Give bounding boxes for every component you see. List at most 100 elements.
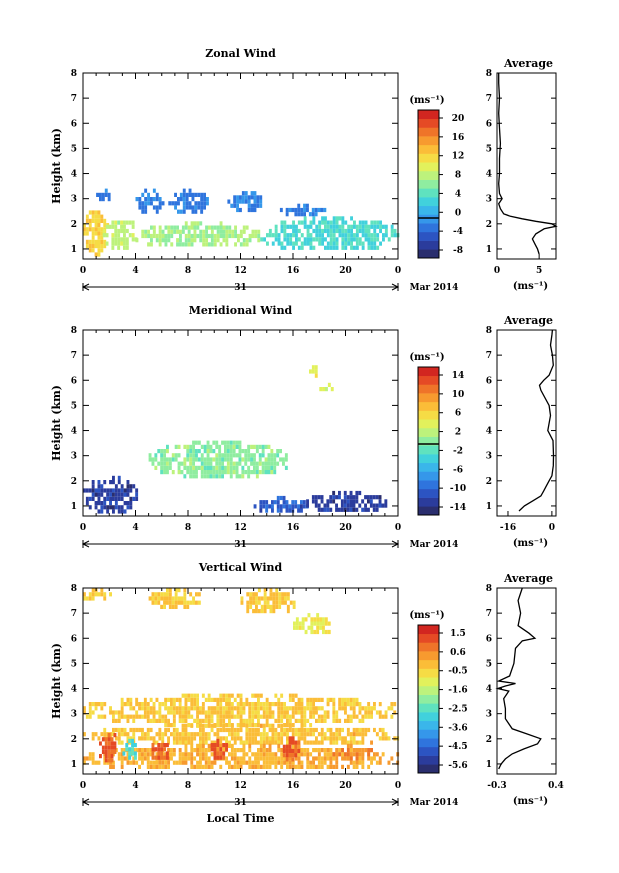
heat-cell: [91, 752, 95, 757]
heat-cell: [88, 596, 92, 601]
heat-cell: [195, 470, 198, 475]
heat-cell: [329, 233, 333, 238]
heat-cell: [343, 499, 347, 504]
heat-cell: [106, 496, 110, 501]
heat-cell: [196, 702, 199, 707]
heat-cell: [246, 609, 250, 614]
heat-cell: [196, 723, 199, 728]
heat-cell: [83, 756, 86, 761]
heat-cell: [364, 714, 368, 719]
heat-cell: [280, 748, 284, 753]
heat-cell: [367, 764, 371, 769]
heat-cell: [106, 488, 110, 493]
heat-cell: [166, 465, 169, 470]
heat-cell: [372, 507, 376, 512]
heat-cell: [261, 461, 265, 466]
heat-cell: [309, 237, 313, 242]
heat-cell: [120, 760, 124, 765]
heat-cell: [167, 229, 171, 234]
heat-cell: [253, 191, 257, 196]
heat-cell: [321, 233, 324, 238]
heat-cell: [155, 238, 159, 243]
heat-cell: [320, 499, 324, 504]
heat-cell: [193, 706, 197, 711]
heat-cell: [103, 223, 107, 228]
heat-cell: [254, 714, 257, 719]
heat-cell: [190, 764, 194, 769]
heat-cell: [151, 751, 155, 756]
heat-cell: [190, 756, 194, 761]
heat-cell: [222, 714, 226, 719]
heat-cell: [294, 207, 298, 213]
heat-cell: [216, 751, 220, 756]
heat-cell: [250, 461, 253, 466]
heat-cell: [146, 702, 150, 707]
heat-cell: [120, 748, 124, 753]
heat-cell: [262, 752, 266, 757]
heat-cell: [315, 718, 318, 723]
heat-cell: [97, 214, 101, 219]
average-unit: (ms⁻¹): [513, 538, 548, 549]
heat-cell: [155, 760, 159, 765]
heat-cell: [210, 743, 214, 748]
heat-cell: [251, 229, 255, 234]
heat-cell: [297, 237, 301, 242]
heat-cell: [128, 747, 132, 752]
heat-cell: [233, 714, 237, 719]
heat-cell: [236, 702, 240, 707]
avg-y-tick-label: 2: [486, 477, 492, 487]
heat-cell: [181, 756, 185, 761]
heat-cell: [114, 220, 118, 225]
heat-cell: [126, 501, 130, 506]
heat-cell: [172, 702, 176, 707]
colorbar-tick-label: -4.5: [448, 742, 467, 752]
heat-cell: [364, 224, 368, 229]
heat-cell: [210, 760, 214, 765]
heat-cell: [300, 207, 304, 213]
heat-cell: [94, 501, 98, 506]
heat-cell: [100, 488, 104, 493]
heat-cell: [197, 192, 201, 197]
heat-cell: [128, 738, 132, 743]
heat-cell: [132, 727, 136, 733]
heat-cell: [113, 749, 117, 754]
heat-cell: [302, 500, 306, 505]
heat-cell: [191, 209, 195, 214]
heat-cell: [207, 756, 211, 761]
heat-cell: [112, 727, 115, 733]
heat-cell: [189, 457, 193, 462]
heat-cell: [117, 505, 121, 510]
colorbar-swatch: [418, 205, 439, 215]
heat-cell: [85, 596, 89, 601]
heat-cell: [285, 744, 289, 749]
heat-cell: [273, 500, 277, 505]
heat-cell: [183, 474, 187, 479]
heat-cell: [97, 244, 101, 249]
heat-cell: [246, 592, 250, 597]
heat-cell: [384, 224, 388, 229]
heat-cell: [267, 453, 271, 458]
heat-cell: [196, 221, 200, 226]
heat-cell: [183, 465, 187, 470]
heat-cell: [367, 748, 371, 753]
heatmap-blob: [148, 440, 288, 479]
heat-cell: [277, 748, 281, 753]
heat-cell: [155, 752, 159, 757]
heat-cell: [167, 697, 170, 702]
heat-cell: [301, 621, 305, 626]
x-tick-label: 0: [395, 781, 401, 791]
heat-cell: [189, 465, 193, 470]
heat-cell: [199, 727, 202, 733]
heat-cell: [300, 508, 303, 513]
heat-cell: [245, 242, 249, 247]
heat-cell: [100, 231, 104, 236]
heat-cell: [141, 209, 145, 214]
heat-cell: [221, 457, 224, 462]
heat-cell: [355, 756, 359, 761]
heat-cell: [225, 233, 229, 239]
heat-cell: [144, 201, 148, 206]
heat-cell: [242, 723, 246, 728]
heat-cell: [335, 756, 339, 761]
heat-cell: [105, 241, 109, 246]
